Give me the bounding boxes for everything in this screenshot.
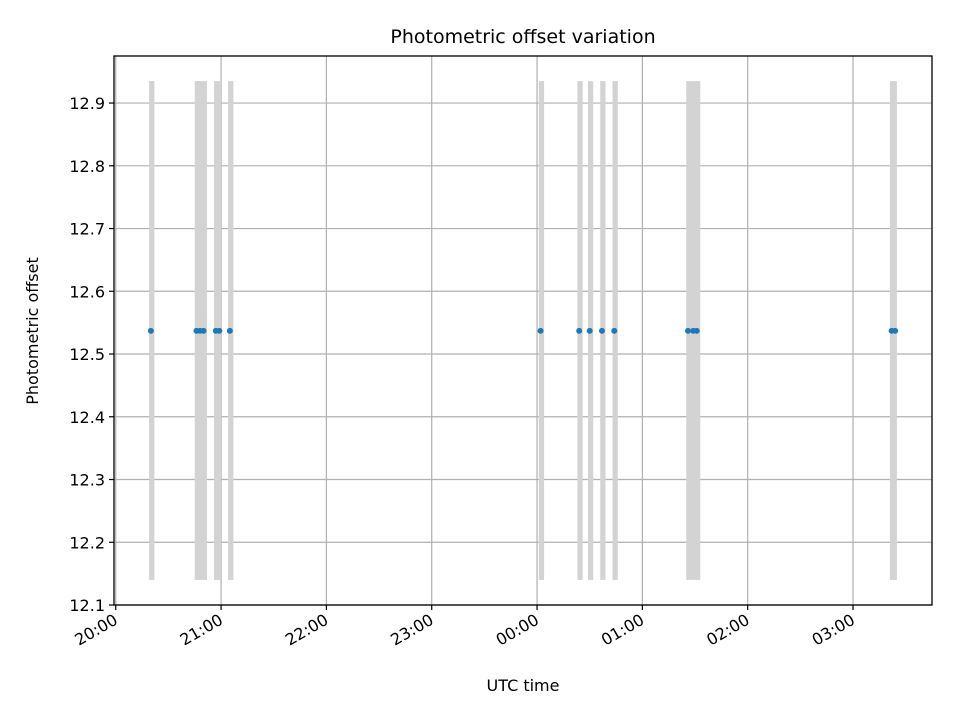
y-tick-label: 12.2 <box>69 533 105 552</box>
data-points <box>147 327 899 334</box>
y-tick-label: 12.1 <box>69 596 105 615</box>
data-point <box>693 327 700 334</box>
data-point <box>598 327 605 334</box>
data-point <box>537 327 544 334</box>
data-point <box>892 327 899 334</box>
data-point <box>216 327 223 334</box>
data-point <box>576 327 583 334</box>
y-tick-label: 12.5 <box>69 345 105 364</box>
y-axis-title: Photometric offset <box>23 257 42 405</box>
data-point <box>147 327 154 334</box>
data-point <box>611 327 618 334</box>
y-tick-label: 12.7 <box>69 220 105 239</box>
data-point <box>200 327 207 334</box>
plot-frame <box>113 55 933 606</box>
chart-title: Photometric offset variation <box>390 26 655 48</box>
data-point <box>586 327 593 334</box>
y-tick-label: 12.6 <box>69 282 105 301</box>
x-axis-title: UTC time <box>487 676 560 695</box>
y-tick-label: 12.9 <box>69 94 105 113</box>
y-tick-label: 12.3 <box>69 471 105 490</box>
y-tick-label: 12.8 <box>69 157 105 176</box>
data-point <box>685 327 692 334</box>
data-point <box>226 327 233 334</box>
y-tick-label: 12.4 <box>69 408 105 427</box>
